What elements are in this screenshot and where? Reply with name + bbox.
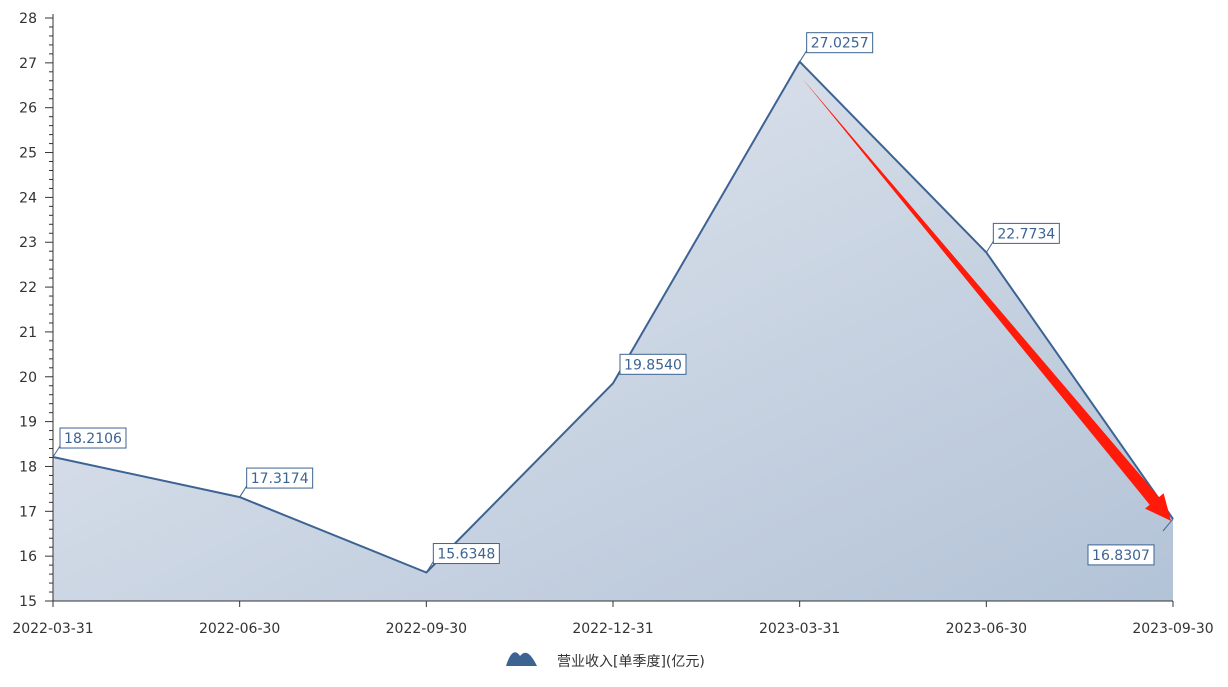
y-tick-label: 26	[19, 101, 37, 117]
x-tick-label: 2022-12-31	[572, 621, 653, 637]
data-label: 16.8307	[1092, 548, 1150, 564]
data-label-box	[806, 32, 874, 54]
data-label-leader	[425, 561, 434, 573]
data-label-box	[619, 353, 687, 375]
data-label-box	[246, 467, 314, 489]
data-label-leader	[612, 372, 621, 384]
data-label: 15.6348	[437, 547, 495, 563]
x-tick-label: 2022-09-30	[386, 621, 467, 637]
y-tick-label: 15	[19, 594, 37, 610]
y-tick-label: 23	[19, 235, 37, 251]
legend-label: 营业收入[单季度](亿元)	[557, 654, 705, 670]
y-tick-label: 22	[19, 280, 37, 296]
y-tick-label: 27	[19, 56, 37, 72]
y-tick-label: 17	[19, 504, 37, 520]
data-label-leader	[985, 241, 994, 253]
y-tick-label: 24	[19, 190, 37, 206]
y-tick-label: 20	[19, 370, 37, 386]
data-label-box	[992, 222, 1060, 244]
y-tick-label: 21	[19, 325, 37, 341]
data-label-leader	[1162, 518, 1174, 532]
x-tick-label: 2022-03-31	[12, 621, 93, 637]
data-label: 27.0257	[811, 36, 869, 52]
y-tick-label: 18	[19, 459, 37, 475]
legend-icon	[506, 652, 537, 666]
data-label: 17.3174	[251, 471, 309, 487]
axis-layer: 15 16 17 18 19 20 21 22 23 24 25 26 27 28 2022-03-31 20…	[12, 11, 1213, 637]
red-arrow-shape	[801, 77, 1171, 521]
y-tick-label: 16	[19, 549, 37, 565]
area-layer	[52, 60, 1174, 601]
data-label: 19.8540	[624, 357, 682, 373]
x-tick-label: 2023-06-30	[946, 621, 1027, 637]
legend[interactable]: 营业收入[单季度](亿元)	[506, 652, 705, 670]
x-tick-label: 2023-09-30	[1132, 621, 1213, 637]
data-labels: 18.2106 17.3174 15.6348 19.8540 27.0257 22.77…	[52, 32, 1174, 573]
x-tick-label: 2022-06-30	[199, 621, 280, 637]
y-tick-label: 28	[19, 11, 37, 27]
data-label-leader	[52, 445, 61, 458]
data-label: 22.7734	[997, 226, 1055, 242]
area-fill	[53, 61, 1173, 601]
data-label-leader	[239, 485, 248, 498]
y-tick-label: 25	[19, 146, 37, 162]
y-tick-label: 19	[19, 415, 37, 431]
data-label-box	[432, 543, 500, 565]
data-label-leader	[799, 50, 808, 62]
data-label: 18.2106	[64, 431, 122, 447]
data-label-box	[1087, 544, 1155, 566]
x-tick-label: 2023-03-31	[759, 621, 840, 637]
data-label-box	[59, 427, 127, 449]
trend-arrow	[801, 77, 1171, 521]
